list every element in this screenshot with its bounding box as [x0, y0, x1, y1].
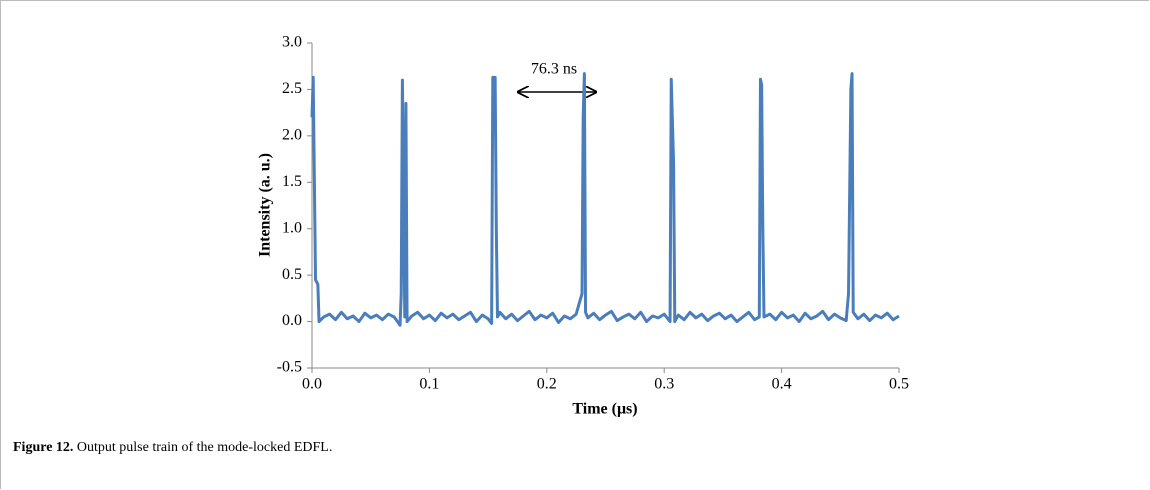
y-tick-label: 3.0 [282, 34, 302, 51]
caption-text: Output pulse train of the mode-locked ED… [76, 440, 333, 455]
x-tick-label: 0.3 [654, 376, 674, 393]
y-tick-label: 0.5 [282, 266, 302, 283]
annotation: 76.3 ns [531, 61, 577, 78]
y-axis-label: Intensity (a. u.) [257, 153, 274, 257]
x-tick-label: 0.5 [889, 376, 909, 393]
data-line [310, 72, 900, 327]
y-tick-label: 2.5 [282, 80, 302, 97]
x-tick-label: 0.0 [302, 376, 322, 393]
caption: Figure 12. Output pulse train of the mod… [13, 440, 332, 456]
y-tick-label: 1.0 [282, 219, 302, 236]
x-axis-label: Time (μs) [572, 401, 637, 418]
y-tick-label: -0.5 [277, 359, 302, 376]
x-tick-label: 0.4 [772, 376, 792, 393]
y-tick-label: 1.5 [282, 173, 302, 190]
chart: Time (μs) Intensity (a. u.) 76.3 ns -0.5… [257, 34, 909, 418]
x-tick-label: 0.1 [419, 376, 439, 393]
y-tick-label: 0.0 [282, 312, 302, 329]
y-tick-label: 2.0 [282, 127, 302, 144]
caption-label: Figure 12. [13, 440, 74, 455]
x-tick-label: 0.2 [537, 376, 557, 393]
